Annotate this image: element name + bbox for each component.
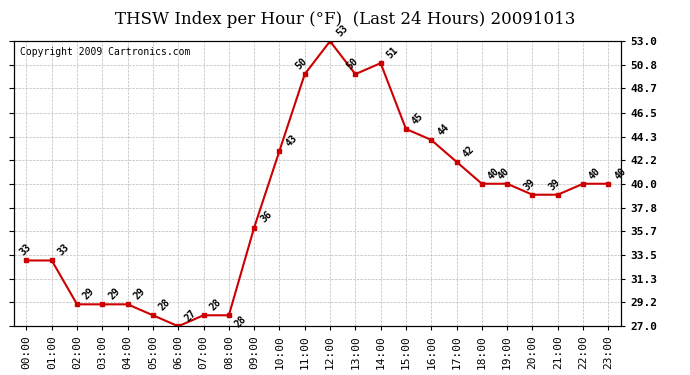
Text: 45: 45 xyxy=(410,111,426,126)
Text: 28: 28 xyxy=(233,314,248,329)
Text: Copyright 2009 Cartronics.com: Copyright 2009 Cartronics.com xyxy=(20,47,190,57)
Text: 29: 29 xyxy=(106,286,122,302)
Text: 40: 40 xyxy=(613,166,628,181)
Text: 40: 40 xyxy=(587,166,602,181)
Text: 29: 29 xyxy=(132,286,147,302)
Text: 50: 50 xyxy=(344,56,359,71)
Text: 29: 29 xyxy=(81,286,97,302)
Text: 40: 40 xyxy=(496,166,511,181)
Text: 39: 39 xyxy=(522,177,537,192)
Text: 28: 28 xyxy=(157,297,172,312)
Text: 42: 42 xyxy=(461,144,476,159)
Text: 33: 33 xyxy=(18,242,34,258)
Text: 27: 27 xyxy=(182,308,198,324)
Text: 40: 40 xyxy=(486,166,502,181)
Text: 51: 51 xyxy=(385,45,400,60)
Text: 53: 53 xyxy=(334,23,350,39)
Text: 44: 44 xyxy=(435,122,451,137)
Text: 36: 36 xyxy=(258,210,274,225)
Text: THSW Index per Hour (°F)  (Last 24 Hours) 20091013: THSW Index per Hour (°F) (Last 24 Hours)… xyxy=(115,11,575,28)
Text: 50: 50 xyxy=(294,56,309,71)
Text: 43: 43 xyxy=(284,133,299,148)
Text: 33: 33 xyxy=(56,242,71,258)
Text: 39: 39 xyxy=(546,177,562,192)
Text: 28: 28 xyxy=(208,297,223,312)
